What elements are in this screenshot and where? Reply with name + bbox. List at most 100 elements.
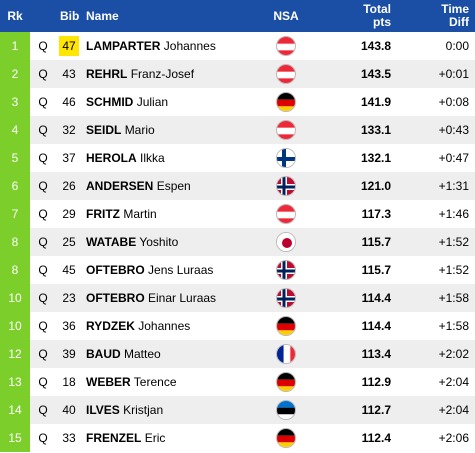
time-diff-cell: +0:08	[438, 95, 469, 109]
germany-flag-icon	[276, 92, 296, 112]
rank-cell: 15	[0, 424, 30, 452]
table-row[interactable]: 7 Q 29 FRITZ Martin 117.3 +1:46	[0, 200, 475, 228]
athlete-last-name[interactable]: FRITZ	[86, 207, 120, 221]
table-row[interactable]: 4 Q 32 SEIDL Mario 133.1 +0:43	[0, 116, 475, 144]
athlete-name-cell[interactable]: ILVES Kristjan	[82, 396, 259, 424]
bib-number: 40	[62, 403, 76, 417]
athlete-last-name[interactable]: OFTEBRO	[86, 291, 145, 305]
nsa-cell	[259, 340, 313, 368]
nsa-cell	[259, 284, 313, 312]
athlete-name-cell[interactable]: WEBER Terence	[82, 368, 259, 396]
athlete-name-cell[interactable]: FRENZEL Eric	[82, 424, 259, 452]
bib-cell: 26	[56, 172, 82, 200]
estonia-flag-icon	[276, 400, 296, 420]
nsa-cell	[259, 368, 313, 396]
athlete-name-cell[interactable]: RYDZEK Johannes	[82, 312, 259, 340]
points-cell: 143.5	[360, 67, 391, 81]
points-cell: 112.7	[361, 403, 391, 417]
points-cell: 112.4	[361, 431, 391, 445]
table-row[interactable]: 10 Q 36 RYDZEK Johannes 114.4 +1:58	[0, 312, 475, 340]
athlete-first-name[interactable]: Yoshito	[139, 235, 179, 249]
rank-header[interactable]: Rk	[7, 8, 23, 23]
athlete-last-name[interactable]: FRENZEL	[86, 431, 142, 445]
time-diff-cell: +1:31	[438, 179, 469, 193]
athlete-name-cell[interactable]: ANDERSEN Espen	[82, 172, 259, 200]
athlete-name-cell[interactable]: OFTEBRO Jens Luraas	[82, 256, 259, 284]
bib-cell: 33	[56, 424, 82, 452]
athlete-first-name[interactable]: Terence	[133, 375, 177, 389]
athlete-first-name[interactable]: Jens Luraas	[148, 263, 214, 277]
athlete-first-name[interactable]: Matteo	[124, 347, 161, 361]
table-row[interactable]: 14 Q 40 ILVES Kristjan 112.7 +2:04	[0, 396, 475, 424]
athlete-last-name[interactable]: BAUD	[86, 347, 121, 361]
points-header-line1: Total	[363, 2, 391, 16]
athlete-name-cell[interactable]: LAMPARTER Johannes	[82, 32, 259, 60]
athlete-first-name[interactable]: Johannes	[138, 319, 191, 333]
header-row: Rk Bib Name NSA Total pts Time Diff	[0, 0, 475, 32]
athlete-first-name[interactable]: Johannes	[163, 39, 216, 53]
athlete-last-name[interactable]: OFTEBRO	[86, 263, 145, 277]
austria-flag-icon	[276, 204, 296, 224]
name-header[interactable]: Name	[86, 8, 119, 23]
athlete-last-name[interactable]: HEROLA	[86, 151, 137, 165]
athlete-last-name[interactable]: WEBER	[86, 375, 131, 389]
table-row[interactable]: 3 Q 46 SCHMID Julian 141.9 +0:08	[0, 88, 475, 116]
athlete-last-name[interactable]: SCHMID	[86, 95, 134, 109]
athlete-last-name[interactable]: SEIDL	[86, 123, 122, 137]
athlete-first-name[interactable]: Espen	[156, 179, 191, 193]
athlete-name-cell[interactable]: SCHMID Julian	[82, 88, 259, 116]
athlete-name-cell[interactable]: FRITZ Martin	[82, 200, 259, 228]
time-diff-header-line2: Diff	[449, 15, 469, 29]
rank-cell: 2	[0, 60, 30, 88]
points-cell: 115.7	[361, 263, 391, 277]
athlete-first-name[interactable]: Kristjan	[123, 403, 164, 417]
time-diff-header[interactable]: Time Diff	[393, 0, 475, 32]
qualified-cell: Q	[38, 95, 48, 109]
table-row[interactable]: 15 Q 33 FRENZEL Eric 112.4 +2:06	[0, 424, 475, 452]
time-diff-header-line1: Time	[441, 2, 469, 16]
athlete-first-name[interactable]: Martin	[123, 207, 157, 221]
athlete-first-name[interactable]: Mario	[124, 123, 155, 137]
athlete-name-cell[interactable]: BAUD Matteo	[82, 340, 259, 368]
athlete-first-name[interactable]: Eric	[144, 431, 166, 445]
nsa-cell	[259, 228, 313, 256]
qualified-cell: Q	[38, 431, 48, 445]
athlete-last-name[interactable]: ILVES	[86, 403, 120, 417]
bib-number: 46	[62, 95, 76, 109]
bib-header[interactable]: Bib	[60, 8, 80, 23]
athlete-name-cell[interactable]: SEIDL Mario	[82, 116, 259, 144]
athlete-first-name[interactable]: Einar Luraas	[148, 291, 217, 305]
table-row[interactable]: 2 Q 43 REHRL Franz-Josef 143.5 +0:01	[0, 60, 475, 88]
athlete-first-name[interactable]: Franz-Josef	[130, 67, 195, 81]
athlete-last-name[interactable]: REHRL	[86, 67, 128, 81]
athlete-last-name[interactable]: ANDERSEN	[86, 179, 154, 193]
athlete-last-name[interactable]: WATABE	[86, 235, 137, 249]
athlete-last-name[interactable]: LAMPARTER	[86, 39, 161, 53]
athlete-first-name[interactable]: Ilkka	[140, 151, 165, 165]
table-row[interactable]: 8 Q 25 WATABE Yoshito 115.7 +1:52	[0, 228, 475, 256]
table-row[interactable]: 8 Q 45 OFTEBRO Jens Luraas 115.7 +1:52	[0, 256, 475, 284]
athlete-name-cell[interactable]: HEROLA Ilkka	[82, 144, 259, 172]
athlete-name-cell[interactable]: WATABE Yoshito	[82, 228, 259, 256]
nsa-cell	[259, 424, 313, 452]
points-cell: 143.8	[360, 39, 391, 53]
qualified-cell: Q	[38, 39, 48, 53]
points-header[interactable]: Total pts	[313, 0, 393, 32]
table-row[interactable]: 13 Q 18 WEBER Terence 112.9 +2:04	[0, 368, 475, 396]
nsa-header[interactable]: NSA	[273, 8, 299, 23]
table-row[interactable]: 5 Q 37 HEROLA Ilkka 132.1 +0:47	[0, 144, 475, 172]
rank-cell: 5	[0, 144, 30, 172]
table-row[interactable]: 6 Q 26 ANDERSEN Espen 121.0 +1:31	[0, 172, 475, 200]
athlete-name-cell[interactable]: REHRL Franz-Josef	[82, 60, 259, 88]
table-row[interactable]: 10 Q 23 OFTEBRO Einar Luraas 114.4 +1:58	[0, 284, 475, 312]
nsa-cell	[259, 256, 313, 284]
athlete-name-cell[interactable]: OFTEBRO Einar Luraas	[82, 284, 259, 312]
table-row[interactable]: 1 Q 47 LAMPARTER Johannes 143.8 0:00	[0, 32, 475, 60]
athlete-last-name[interactable]: RYDZEK	[86, 319, 135, 333]
norway-flag-icon	[276, 176, 296, 196]
athlete-first-name[interactable]: Julian	[136, 95, 169, 109]
qualified-cell: Q	[38, 151, 48, 165]
qualified-cell: Q	[38, 319, 48, 333]
bib-cell: 39	[56, 340, 82, 368]
table-row[interactable]: 12 Q 39 BAUD Matteo 113.4 +2:02	[0, 340, 475, 368]
